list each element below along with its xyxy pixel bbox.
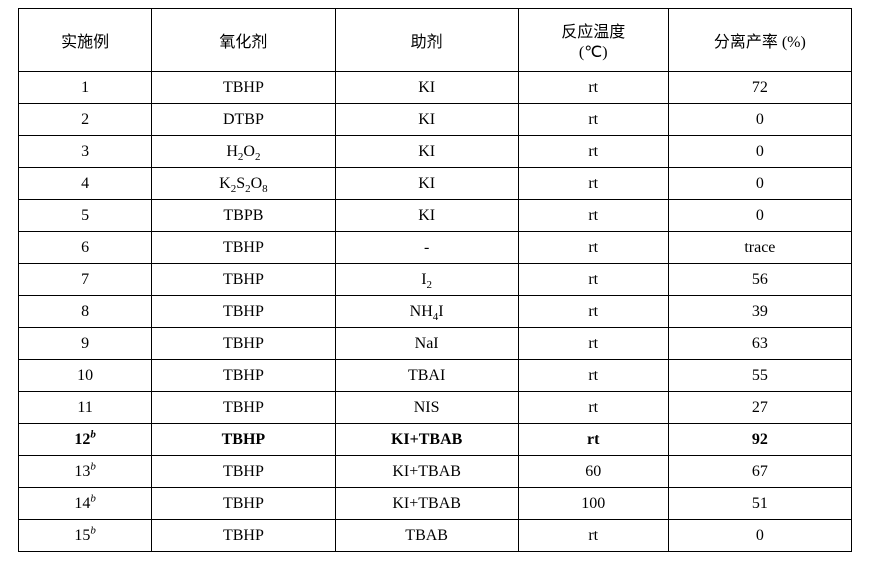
table-row: 15bTBHPTBABrt0 [19,520,852,552]
cell-12-1: TBHP [152,456,335,488]
cell-4-2: KI [335,200,518,232]
cell-5-1: TBHP [152,232,335,264]
table-row: 4K2S2O8KIrt0 [19,168,852,200]
cell-7-0: 8 [19,296,152,328]
cell-13-3: 100 [518,488,668,520]
cell-11-0: 12b [19,424,152,456]
cell-2-2: KI [335,136,518,168]
cell-0-2: KI [335,72,518,104]
cell-7-3: rt [518,296,668,328]
cell-14-0: 15b [19,520,152,552]
table-row: 8TBHPNH4Irt39 [19,296,852,328]
cell-13-1: TBHP [152,488,335,520]
cell-3-1: K2S2O8 [152,168,335,200]
cell-10-0: 11 [19,392,152,424]
cell-5-0: 6 [19,232,152,264]
table-row: 9TBHPNaIrt63 [19,328,852,360]
experiment-table: 实施例氧化剂助剂反应温度(℃)分离产率 (%) 1TBHPKIrt722DTBP… [18,8,852,552]
cell-0-3: rt [518,72,668,104]
cell-13-4: 51 [668,488,851,520]
cell-3-0: 4 [19,168,152,200]
cell-12-2: KI+TBAB [335,456,518,488]
cell-13-0: 14b [19,488,152,520]
table-row: 2DTBPKIrt0 [19,104,852,136]
cell-14-2: TBAB [335,520,518,552]
cell-12-0: 13b [19,456,152,488]
cell-13-2: KI+TBAB [335,488,518,520]
cell-3-4: 0 [668,168,851,200]
cell-0-1: TBHP [152,72,335,104]
cell-6-3: rt [518,264,668,296]
table-row: 6TBHP-rttrace [19,232,852,264]
col-header-3: 反应温度(℃) [518,9,668,72]
cell-0-0: 1 [19,72,152,104]
cell-6-4: 56 [668,264,851,296]
cell-8-4: 63 [668,328,851,360]
cell-3-3: rt [518,168,668,200]
cell-14-4: 0 [668,520,851,552]
cell-8-3: rt [518,328,668,360]
col-header-2: 助剂 [335,9,518,72]
cell-8-1: TBHP [152,328,335,360]
col-header-4: 分离产率 (%) [668,9,851,72]
cell-14-3: rt [518,520,668,552]
table-row: 7TBHPI2rt56 [19,264,852,296]
table-row: 1TBHPKIrt72 [19,72,852,104]
cell-6-1: TBHP [152,264,335,296]
cell-1-1: DTBP [152,104,335,136]
cell-1-3: rt [518,104,668,136]
cell-4-4: 0 [668,200,851,232]
cell-2-0: 3 [19,136,152,168]
cell-5-2: - [335,232,518,264]
cell-9-2: TBAI [335,360,518,392]
cell-7-2: NH4I [335,296,518,328]
cell-4-0: 5 [19,200,152,232]
cell-12-4: 67 [668,456,851,488]
cell-11-1: TBHP [152,424,335,456]
col-header-1: 氧化剂 [152,9,335,72]
cell-14-1: TBHP [152,520,335,552]
cell-4-3: rt [518,200,668,232]
cell-2-1: H2O2 [152,136,335,168]
col-header-0: 实施例 [19,9,152,72]
cell-9-1: TBHP [152,360,335,392]
cell-1-0: 2 [19,104,152,136]
cell-5-4: trace [668,232,851,264]
cell-7-1: TBHP [152,296,335,328]
table-row: 11TBHPNISrt27 [19,392,852,424]
table-row: 5TBPBKIrt0 [19,200,852,232]
cell-6-0: 7 [19,264,152,296]
cell-7-4: 39 [668,296,851,328]
cell-6-2: I2 [335,264,518,296]
cell-2-3: rt [518,136,668,168]
table-row: 3H2O2KIrt0 [19,136,852,168]
cell-10-3: rt [518,392,668,424]
cell-11-2: KI+TBAB [335,424,518,456]
table-row: 13bTBHPKI+TBAB6067 [19,456,852,488]
table-row: 14bTBHPKI+TBAB10051 [19,488,852,520]
cell-1-2: KI [335,104,518,136]
cell-2-4: 0 [668,136,851,168]
cell-11-4: 92 [668,424,851,456]
table-row: 10TBHPTBAIrt55 [19,360,852,392]
cell-5-3: rt [518,232,668,264]
cell-10-4: 27 [668,392,851,424]
cell-3-2: KI [335,168,518,200]
cell-9-3: rt [518,360,668,392]
cell-8-2: NaI [335,328,518,360]
cell-9-4: 55 [668,360,851,392]
cell-9-0: 10 [19,360,152,392]
cell-8-0: 9 [19,328,152,360]
table-header-row: 实施例氧化剂助剂反应温度(℃)分离产率 (%) [19,9,852,72]
cell-11-3: rt [518,424,668,456]
cell-0-4: 72 [668,72,851,104]
cell-10-1: TBHP [152,392,335,424]
cell-1-4: 0 [668,104,851,136]
table-row: 12bTBHPKI+TBABrt92 [19,424,852,456]
cell-4-1: TBPB [152,200,335,232]
cell-10-2: NIS [335,392,518,424]
cell-12-3: 60 [518,456,668,488]
